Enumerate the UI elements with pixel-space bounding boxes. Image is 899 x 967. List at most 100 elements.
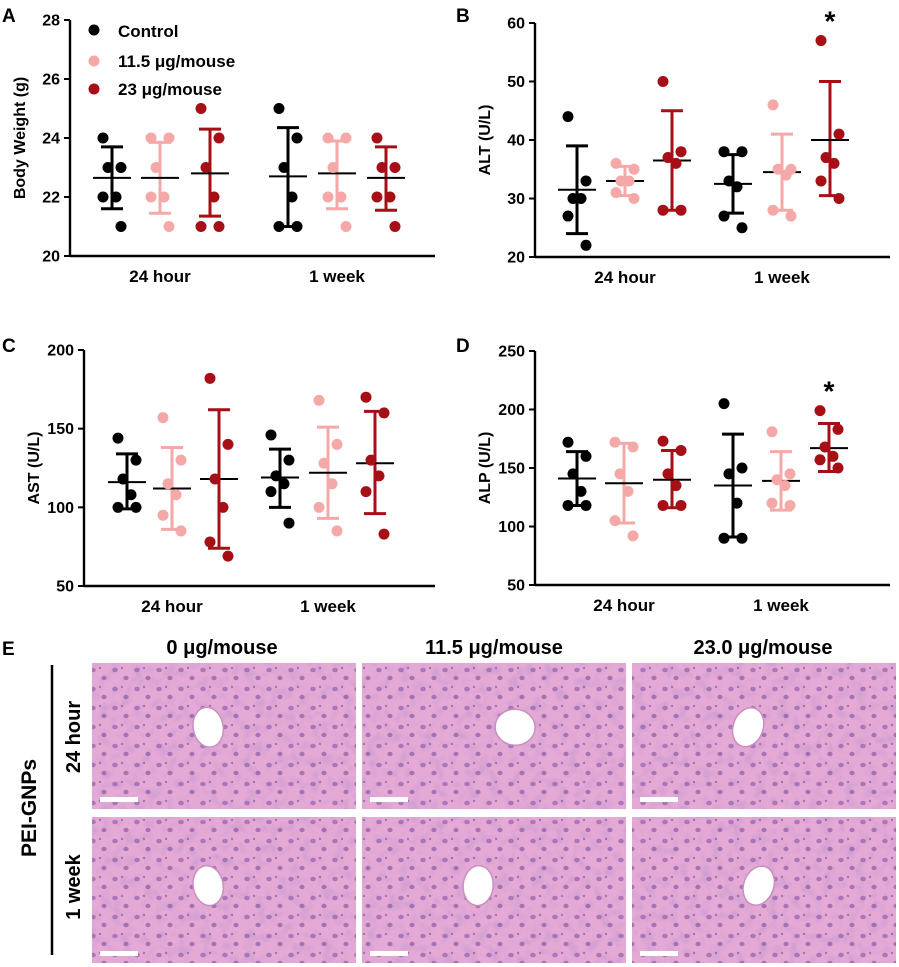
data-point: [170, 489, 182, 501]
data-point: [828, 157, 840, 169]
central-vein: [731, 707, 765, 748]
data-point: [163, 221, 175, 232]
data-point: [562, 111, 574, 123]
legend-marker-low: [88, 55, 100, 67]
histology-image-r0-c0: [92, 663, 356, 809]
data-point: [378, 528, 390, 540]
data-point: [609, 515, 621, 527]
data-point: [580, 499, 592, 511]
data-point: [731, 181, 743, 193]
data-point: [657, 499, 669, 511]
alp-chart: 50 100 150 200 250 ALP (U/L) 24 hour 1 week *: [477, 344, 890, 615]
x-tick-label: 1 week: [309, 267, 365, 286]
data-point: [670, 157, 682, 169]
data-point: [815, 35, 827, 47]
histology-images: [92, 663, 896, 963]
data-point: [562, 210, 574, 222]
data-point: [766, 426, 778, 438]
data-point: [213, 221, 225, 232]
y-axis-title: Body Weight (g): [12, 77, 29, 199]
y-axis-title: AST (U/L): [26, 432, 43, 505]
central-vein: [742, 865, 776, 906]
data-point: [278, 478, 290, 490]
data-point: [718, 210, 730, 222]
legend-marker-high: [88, 83, 100, 95]
central-vein: [192, 706, 225, 748]
y-tick-label: 20: [42, 249, 60, 266]
data-point: [814, 454, 826, 466]
data-point: [130, 454, 142, 466]
ast-chart: 50 100 150 200 AST (U/L) 24 hour 1 week: [26, 343, 435, 616]
data-point: [145, 191, 157, 203]
data-point: [767, 99, 779, 111]
data-point: [662, 468, 674, 480]
y-tick-label: 50: [56, 579, 74, 596]
scale-bar: [100, 797, 138, 802]
data-point: [371, 132, 383, 144]
data-point: [610, 187, 622, 199]
cell-nuclei: [362, 663, 626, 809]
data-point: [115, 162, 127, 173]
histology-image-r1-c0: [92, 817, 356, 963]
data-point: [195, 221, 207, 232]
data-point: [97, 191, 109, 203]
y-tick-label: 24: [42, 131, 60, 148]
data-point: [615, 175, 627, 187]
data-point: [384, 191, 396, 203]
data-point: [163, 132, 175, 144]
histology-image-r0-c1: [362, 663, 626, 809]
y-tick-label: 30: [507, 191, 525, 208]
data-point: [675, 146, 687, 158]
data-point: [567, 468, 579, 480]
central-vein: [462, 864, 494, 907]
y-tick-label: 150: [498, 461, 525, 478]
data-point: [313, 394, 325, 406]
scale-bar: [640, 797, 678, 802]
data-point: [819, 441, 831, 453]
legend-marker-control: [88, 24, 100, 36]
y-tick-label: 100: [498, 519, 525, 536]
x-tick-label: 24 hour: [594, 268, 656, 287]
data-point: [580, 450, 592, 462]
data-point: [662, 152, 674, 164]
data-point: [265, 486, 277, 498]
data-point: [614, 468, 626, 480]
histology-column-label-2: 23.0 μg/mouse: [694, 637, 833, 659]
histology-panel: 0 μg/mouse 11.5 μg/mouse 23.0 μg/mouse P…: [18, 637, 896, 963]
x-tick-label: 1 week: [300, 597, 356, 616]
x-tick-label: 24 hour: [593, 596, 655, 615]
x-tick-label: 24 hour: [141, 597, 203, 616]
data-point: [322, 132, 334, 144]
data-point: [157, 412, 169, 424]
data-point: [627, 530, 639, 542]
x-tick-label: 1 week: [753, 596, 809, 615]
y-tick-label: 26: [42, 72, 60, 89]
y-tick-label: 250: [498, 344, 525, 361]
data-point: [209, 473, 221, 485]
histology-group-label: PEI-GNPs: [18, 759, 41, 857]
cell-nuclei: [632, 663, 896, 809]
data-point: [389, 221, 401, 232]
data-point: [767, 204, 779, 216]
data-point: [340, 221, 352, 232]
data-point: [675, 499, 687, 511]
data-point: [373, 470, 385, 482]
data-point: [610, 157, 622, 169]
data-point: [779, 480, 791, 492]
data-point: [718, 146, 730, 158]
data-point: [827, 450, 839, 462]
legend-label-high: 23 μg/mouse: [118, 80, 222, 99]
data-point: [580, 175, 592, 187]
data-point: [575, 193, 587, 204]
data-point: [110, 191, 122, 203]
data-point: [832, 423, 844, 435]
y-tick-label: 22: [42, 190, 60, 207]
y-tick-label: 20: [507, 250, 525, 267]
data-point: [675, 444, 687, 456]
data-point: [270, 470, 282, 482]
data-point: [318, 457, 330, 469]
data-point: [736, 222, 748, 234]
data-point: [125, 489, 137, 501]
legend-label-control: Control: [118, 22, 178, 41]
data-point: [628, 193, 640, 204]
